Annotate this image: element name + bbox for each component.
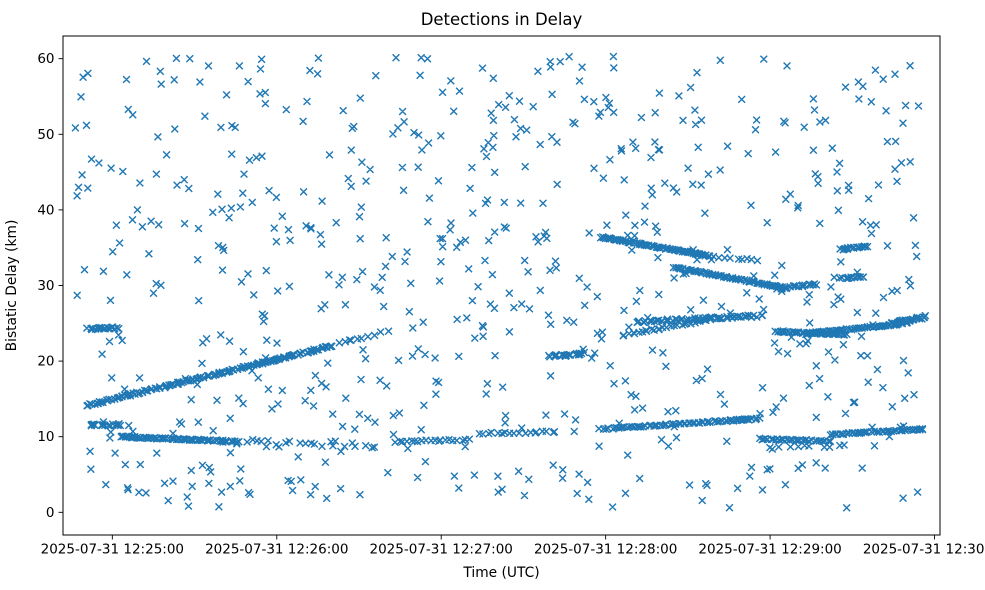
y-tick-label: 0	[46, 505, 55, 521]
scatter-points	[71, 52, 930, 512]
x-tick-label: 2025-07-31 12:27:00	[370, 542, 513, 558]
y-tick-label: 10	[37, 429, 54, 445]
y-tick-label: 50	[37, 127, 54, 143]
x-tick-label: 2025-07-31 12:28:00	[534, 542, 677, 558]
x-tick-label: 2025-07-31 12:25:00	[41, 542, 184, 558]
x-tick-label: 2025-07-31 12:26:00	[205, 542, 348, 558]
x-axis-label: Time (UTC)	[462, 565, 539, 581]
chart-title: Detections in Delay	[421, 10, 583, 29]
x-tick-label: 2025-07-31 12:29:00	[698, 542, 841, 558]
y-tick-label: 20	[37, 354, 54, 370]
data-points	[71, 52, 930, 512]
y-tick-label: 40	[37, 202, 54, 218]
y-tick-label: 60	[37, 51, 54, 67]
y-tick-label: 30	[37, 278, 54, 294]
plot-area-border	[62, 35, 941, 536]
x-tick-label: 2025-07-31 12:30:00	[863, 542, 985, 558]
y-axis-label: Bistatic Delay (km)	[4, 220, 20, 352]
axis-ticks: 2025-07-31 12:25:00 2025-07-31 12:26:00 20…	[37, 51, 985, 557]
